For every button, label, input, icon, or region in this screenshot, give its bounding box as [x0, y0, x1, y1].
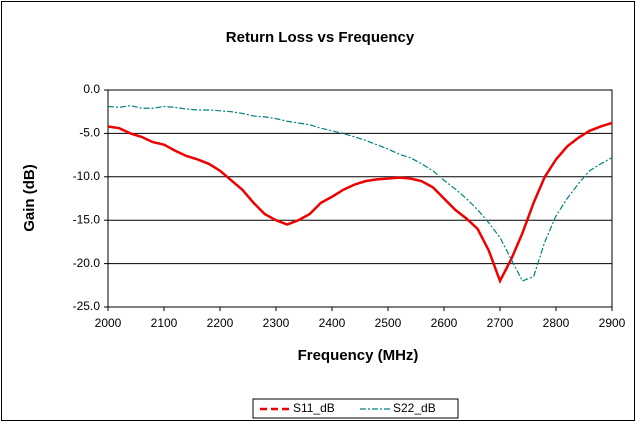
legend-box	[252, 398, 459, 419]
series-line	[107, 121, 613, 285]
y-tick-label: -5.0	[79, 126, 100, 140]
x-tick-label: 2600	[431, 316, 458, 330]
y-axis-title: Gain (dB)	[21, 164, 38, 232]
x-axis-title: Frequency (MHz)	[298, 347, 419, 364]
x-tick-label: 2400	[319, 316, 346, 330]
legend-label: S22_dB	[393, 401, 436, 415]
chart-title: Return Loss vs Frequency	[226, 29, 415, 46]
x-tick-label: 2900	[599, 316, 626, 330]
x-tick-label: 2000	[95, 316, 122, 330]
y-tick-label: -20.0	[73, 256, 101, 270]
legend-label: S11_dB	[293, 401, 335, 415]
x-tick-label: 2300	[263, 316, 290, 330]
y-tick-label: -10.0	[73, 169, 101, 183]
series-line	[107, 105, 613, 282]
plot-area	[107, 89, 613, 308]
x-tick-label: 2700	[487, 316, 514, 330]
x-tick-label: 2100	[151, 316, 178, 330]
x-tick-label: 2500	[375, 316, 402, 330]
x-tick-label: 2200	[207, 316, 234, 330]
y-tick-label: -15.0	[73, 212, 101, 226]
y-tick-label: -25.0	[73, 299, 101, 313]
y-tick-label: 0.0	[83, 82, 100, 96]
x-tick-label: 2800	[543, 316, 570, 330]
